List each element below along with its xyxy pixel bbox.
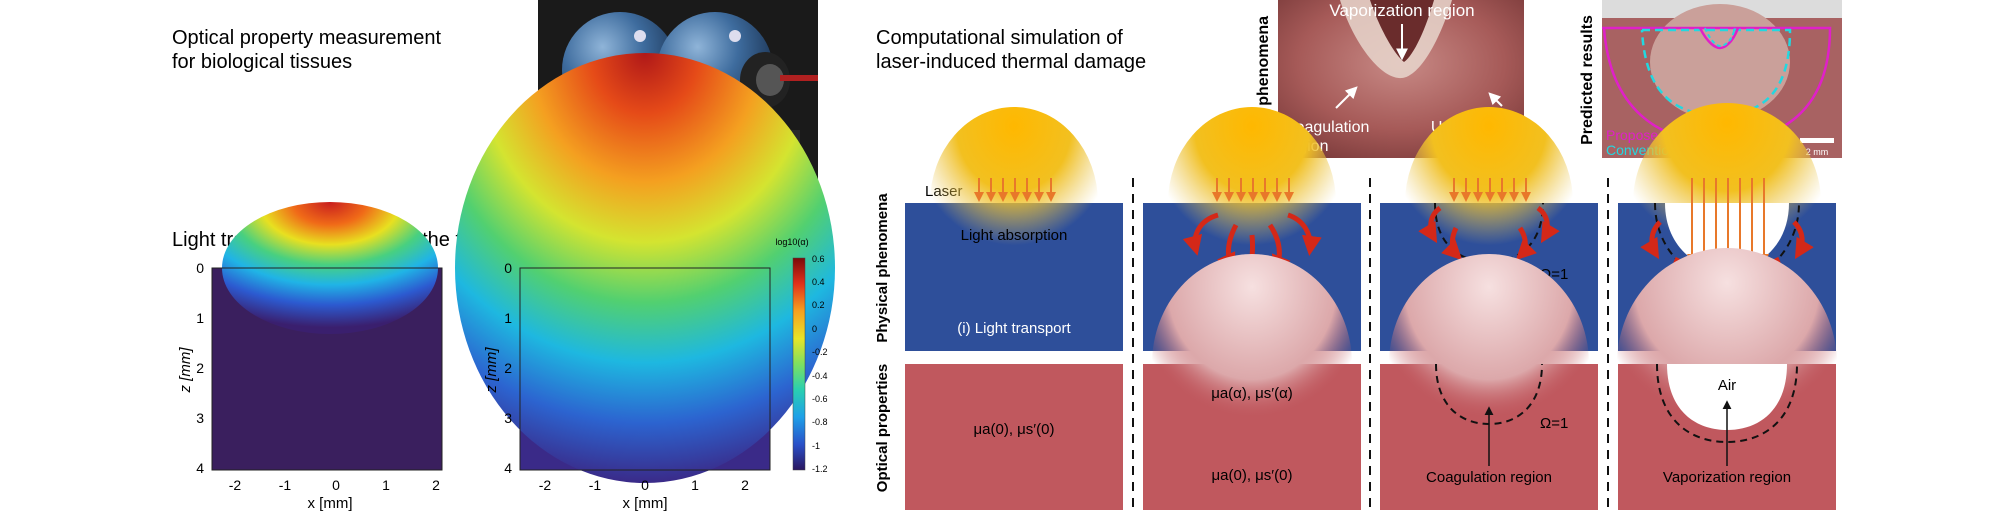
colorbar-tick: 0.6 bbox=[812, 254, 825, 264]
z-tick: 2 bbox=[196, 360, 204, 376]
z-tick: 4 bbox=[504, 460, 512, 476]
colorbar-tick: 0.4 bbox=[812, 277, 825, 287]
colorbar-tick: -0.2 bbox=[812, 347, 828, 357]
row-label-optical: Optical properties bbox=[874, 364, 891, 492]
x-tick: 1 bbox=[691, 477, 699, 493]
colorbar-tick: -1.2 bbox=[812, 464, 828, 474]
stage-label-1: (i) Light transport bbox=[957, 320, 1071, 337]
plot2-x-ticks: -2 -1 0 1 2 bbox=[539, 477, 749, 493]
air-label: Air bbox=[1718, 377, 1736, 394]
x-tick: 0 bbox=[332, 477, 340, 493]
z-tick: 3 bbox=[504, 410, 512, 426]
z-tick: 1 bbox=[504, 310, 512, 326]
plot1-xlabel: x [mm] bbox=[308, 495, 353, 512]
z-tick: 1 bbox=[196, 310, 204, 326]
optical-values-undamaged: μa(0), μs′(0) bbox=[1212, 467, 1293, 484]
z-tick: 2 bbox=[504, 360, 512, 376]
colorbar-label: log10(α) bbox=[775, 237, 808, 247]
predicted-results-side-label: Predicted results bbox=[1579, 15, 1596, 145]
z-tick: 0 bbox=[196, 260, 204, 276]
omega-label-optical: Ω=1 bbox=[1540, 415, 1568, 432]
plot1-ylabel: z [mm] bbox=[177, 347, 194, 394]
section-title-simulation: Computational simulation of bbox=[876, 27, 1123, 49]
colorbar-tick: 0 bbox=[812, 324, 817, 334]
section-title-measurement-line2: for biological tissues bbox=[172, 51, 352, 73]
plot-alpha-wide bbox=[455, 53, 835, 483]
x-tick: 2 bbox=[432, 477, 440, 493]
light-absorption-label: Light absorption bbox=[961, 227, 1068, 244]
z-tick: 3 bbox=[196, 410, 204, 426]
x-tick: 2 bbox=[741, 477, 749, 493]
z-tick: 4 bbox=[196, 460, 204, 476]
colorbar-tick: -0.4 bbox=[812, 371, 828, 381]
colorbar-tick: -0.8 bbox=[812, 417, 828, 427]
x-tick: -1 bbox=[589, 477, 602, 493]
plot-alpha-narrow bbox=[212, 202, 442, 470]
colorbar-tick: -1 bbox=[812, 441, 820, 451]
colorbar bbox=[793, 258, 805, 470]
vaporization-region-label: Vaporization region bbox=[1663, 469, 1791, 486]
x-tick: 0 bbox=[641, 477, 649, 493]
plot1-x-ticks: -2 -1 0 1 2 bbox=[229, 477, 440, 493]
colorbar-tick: -0.6 bbox=[812, 394, 828, 404]
x-tick: -1 bbox=[279, 477, 292, 493]
section-title-measurement: Optical property measurement bbox=[172, 27, 441, 49]
x-tick: -2 bbox=[539, 477, 552, 493]
z-tick: 0 bbox=[504, 260, 512, 276]
x-tick: -2 bbox=[229, 477, 242, 493]
plot2-ylabel: z [mm] bbox=[483, 347, 500, 394]
x-tick: 1 bbox=[382, 477, 390, 493]
coagulation-region-label: Coagulation region bbox=[1426, 469, 1552, 486]
plot1-z-ticks: 0 1 2 3 4 bbox=[196, 260, 204, 476]
label-vaporization-region: Vaporization region bbox=[1329, 1, 1474, 20]
optical-values-initial: μa(0), μs′(0) bbox=[974, 421, 1055, 438]
row-label-physical: Physical phenomena bbox=[874, 193, 891, 343]
optical-values-damaged: μa(α), μs′(α) bbox=[1211, 385, 1293, 402]
section-title-simulation-line2: laser-induced thermal damage bbox=[876, 51, 1146, 73]
plot2-xlabel: x [mm] bbox=[623, 495, 668, 512]
colorbar-tick: 0.2 bbox=[812, 300, 825, 310]
